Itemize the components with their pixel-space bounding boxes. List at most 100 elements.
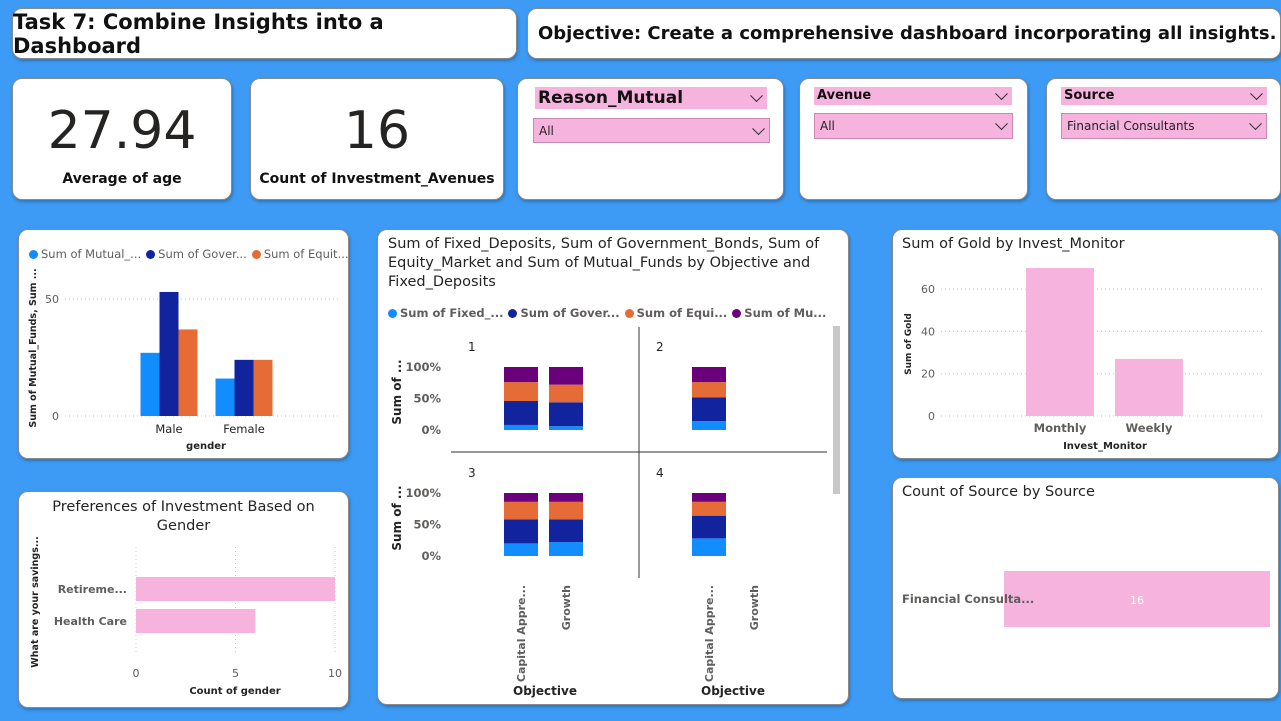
legend-item[interactable]: Sum of Fixed_... [388,306,503,320]
dropdown-value-source: Financial Consultants [1067,119,1195,133]
legend-dot [624,308,634,318]
x-tick-label: Capital Appre... [703,585,716,682]
x-tick-label: Male [155,422,182,436]
slicer-header-avenue[interactable]: Avenue [814,87,1012,105]
bar-segment [549,402,583,427]
bar [1115,358,1183,416]
bar-segment [504,543,538,556]
gold-chart-plot: Sum of Gold Invest_Monitor 60 40 20 0 Monthl… [904,268,1263,452]
bar [140,352,160,416]
y-axis-label: Sum of Mutual_Funds, Sum ... [28,268,39,427]
bar-segment [549,426,583,430]
bar-segment [504,501,538,520]
chevron-down-icon[interactable] [752,121,765,135]
bar-segment [549,519,583,543]
chevron-down-icon[interactable] [1250,87,1263,101]
gold-chart-title: Sum of Gold by Invest_Monitor [902,236,1125,252]
kpi-label-count-avenues: Count of Investment_Avenues [259,171,495,187]
x-tick-label: 5 [232,667,239,680]
slicer-avenue[interactable]: Avenue All [799,78,1028,200]
y-tick-label: 40 [921,325,935,338]
chevron-down-icon[interactable] [995,87,1008,101]
kpi-card-count-avenues[interactable]: 16 Count of Investment_Avenues [250,78,504,200]
legend-item[interactable]: Sum of Equi... [624,306,728,320]
data-label: 16 [1130,594,1144,607]
kpi-value-count-avenues: 16 [343,101,411,161]
bar-segment [692,515,726,539]
bar [178,329,198,416]
legend-item[interactable]: Sum of Gover... [508,306,620,320]
bar-segment [549,384,583,403]
slicer-title-reason-mutual: Reason_Mutual [538,88,684,108]
slicer-title-avenue: Avenue [817,88,872,103]
objective-card: Objective: Create a comprehensive dashbo… [527,8,1281,59]
x-tick-label: Capital Appre... [515,585,528,682]
scrollbar[interactable] [833,326,840,494]
bar-segment [692,397,726,422]
bar [1004,571,1270,627]
x-tick-label: Weekly [1126,421,1173,435]
y-tick-label: Health Care [54,615,127,628]
legend-dot [251,249,261,259]
legend-label: Sum of Gover... [520,306,620,320]
objective-chart-title: Sum of Fixed_Deposits, Sum of Government… [388,236,820,290]
preferences-chart-card[interactable]: Preferences of Investment Based on Gende… [18,491,349,708]
y-tick-label: 0% [421,423,441,437]
chevron-down-icon[interactable] [1249,117,1262,131]
bar-segment [504,367,538,383]
legend-label: Sum of Mutual_... [41,247,142,261]
bar-segment [692,421,726,430]
legend-dot [29,249,38,259]
x-tick-label: 10 [328,667,342,680]
bar-segment [549,542,583,556]
legend-item[interactable]: Sum of Mutual_... [29,247,141,261]
bar [1026,268,1094,416]
dropdown-source[interactable]: Financial Consultants [1061,113,1267,139]
x-tick-label: Monthly [1034,421,1087,435]
bar-segment [549,367,583,385]
bar-segment [692,493,726,502]
y-tick-label: 0% [421,549,441,563]
legend-item[interactable]: Sum of Mu... [732,306,826,320]
bar-segment [549,501,583,520]
slicer-header-reason-mutual[interactable]: Reason_Mutual [535,87,767,109]
chevron-down-icon[interactable] [750,89,763,103]
legend-item[interactable]: Sum of Equit... [251,247,349,261]
source-chart-title: Count of Source by Source [902,484,1095,500]
bar [159,291,179,416]
legend-item[interactable]: Sum of Gover... [146,247,247,261]
objective-chart-card[interactable]: Sum of Fixed_Deposits, Sum of Government… [377,229,849,705]
legend-label: Sum of Fixed_... [400,306,504,320]
chevron-down-icon[interactable] [995,117,1008,131]
x-tick-label: 0 [133,667,140,680]
objective-chart-legend: Sum of Fixed_... Sum of Gover... Sum of … [388,306,831,320]
kpi-card-average-age[interactable]: 27.94 Average of age [12,78,232,200]
y-tick-label: 50% [413,392,441,406]
source-chart-card[interactable]: Count of Source by Source 16 Financial Co… [892,477,1279,699]
preferences-chart-plot: What are your savings... Count of gender… [30,536,342,697]
dropdown-value-avenue: All [820,119,835,133]
panel-label: 3 [468,466,476,480]
gold-chart-card[interactable]: Sum of Gold by Invest_Monitor Sum of Gol… [892,229,1279,459]
slicer-reason-mutual[interactable]: Reason_Mutual All [517,78,784,200]
gender-chart-plot: Sum of Mutual_Funds, Sum ... gender 50 0… [28,268,339,452]
slicer-source[interactable]: Source Financial Consultants [1046,78,1281,200]
dropdown-reason-mutual[interactable]: All [533,118,770,143]
slicer-header-source[interactable]: Source [1061,87,1267,105]
legend-dot [388,308,397,318]
panel-label: 1 [468,340,476,354]
x-axis-label: gender [186,441,226,452]
y-tick-label: 100% [405,486,441,500]
gender-chart-card[interactable]: Sum of Mutual_... Sum of Gover... Sum of… [18,229,349,459]
bar-segment [504,493,538,502]
y-tick-label: Retireme... [58,583,127,596]
dropdown-avenue[interactable]: All [814,113,1013,139]
legend-dot [508,308,518,318]
bar [253,359,273,416]
bar-segment [692,501,726,516]
preferences-chart-title: Preferences of Investment Based on Gende… [52,499,315,534]
x-axis-label: Invest_Monitor [1063,441,1147,452]
bar-segment [692,382,726,398]
slicer-title-source: Source [1064,88,1115,103]
legend-label: Sum of Equi... [636,306,728,320]
